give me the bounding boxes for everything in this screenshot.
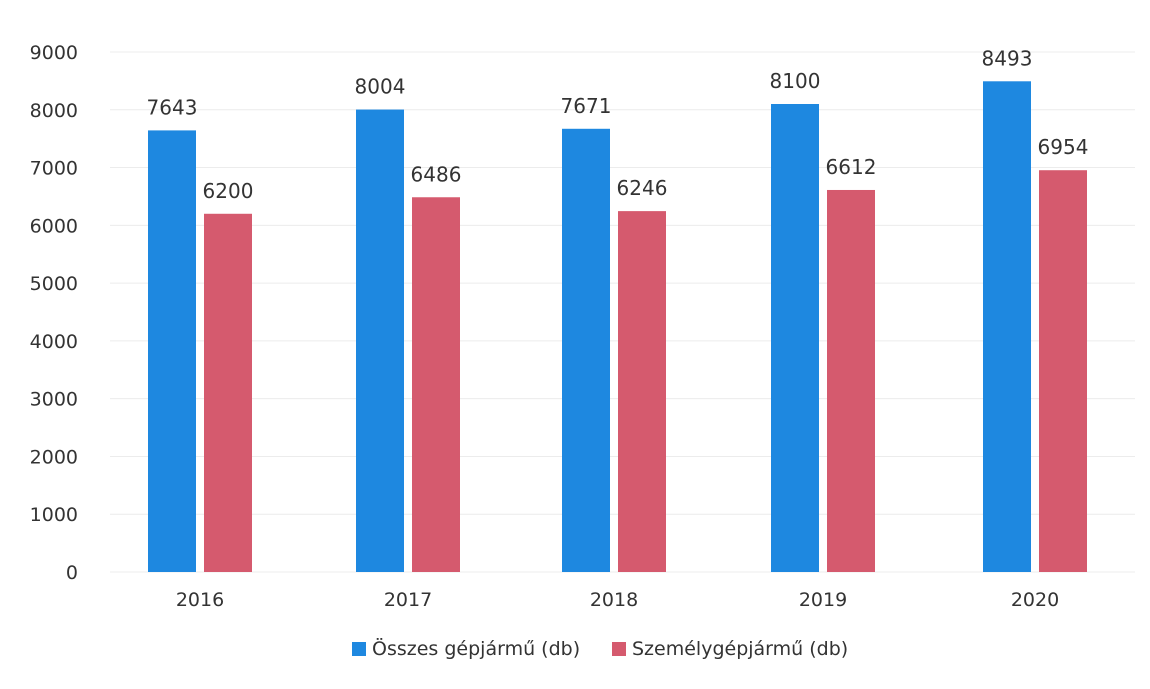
data-label-osszes-2016: 7643	[147, 95, 198, 119]
x-axis: 2016 2017 2018 2019 2020	[176, 589, 1059, 611]
bar-szemely-2017	[412, 197, 460, 572]
bar-szemely-2016	[204, 213, 252, 572]
x-tick-label-2017: 2017	[384, 589, 432, 611]
x-tick-label-2016: 2016	[176, 589, 224, 611]
y-tick-label: 6000	[30, 215, 78, 237]
data-label-szemely-2020: 6954	[1038, 135, 1089, 159]
y-tick-label: 5000	[30, 273, 78, 295]
bar-osszes-2019	[771, 104, 819, 572]
legend: Összes gépjármű (db) Személygépjármű (db…	[352, 637, 848, 660]
y-tick-label: 0	[66, 562, 78, 584]
bar-osszes-2018	[562, 128, 610, 572]
y-tick-label: 3000	[30, 389, 78, 411]
bar-szemely-2020	[1039, 170, 1087, 573]
data-label-szemely-2016: 6200	[203, 179, 254, 203]
y-tick-label: 1000	[30, 504, 78, 526]
bar-osszes-2016	[148, 130, 196, 572]
legend-label-szemely: Személygépjármű (db)	[632, 638, 848, 660]
data-label-osszes-2018: 7671	[561, 94, 612, 118]
x-tick-label-2018: 2018	[590, 589, 638, 611]
legend-swatch-osszes	[352, 642, 366, 656]
bar-osszes-2020	[983, 81, 1031, 572]
data-label-osszes-2019: 8100	[770, 69, 821, 93]
bar-szemely-2018	[618, 211, 666, 572]
y-tick-label: 2000	[30, 446, 78, 468]
y-tick-label: 4000	[30, 331, 78, 353]
y-tick-label: 9000	[30, 42, 78, 64]
data-label-osszes-2020: 8493	[982, 46, 1033, 70]
y-tick-label: 7000	[30, 158, 78, 180]
x-tick-label-2020: 2020	[1011, 589, 1059, 611]
y-axis: 0 1000 2000 3000 4000 5000 6000 7000 8000 9000	[30, 42, 78, 584]
data-label-szemely-2018: 6246	[617, 176, 668, 200]
legend-swatch-szemely	[612, 642, 626, 656]
data-label-szemely-2019: 6612	[826, 155, 877, 179]
bar-osszes-2017	[356, 109, 404, 573]
bars: 7643 6200 8004 6486 7671 6246 8100 6612 8493 6954	[147, 46, 1089, 573]
data-label-szemely-2017: 6486	[411, 162, 462, 186]
y-tick-label: 8000	[30, 100, 78, 122]
bar-szemely-2019	[827, 189, 875, 572]
data-label-osszes-2017: 8004	[355, 75, 406, 99]
legend-label-osszes: Összes gépjármű (db)	[372, 637, 580, 660]
x-tick-label-2019: 2019	[799, 589, 847, 611]
